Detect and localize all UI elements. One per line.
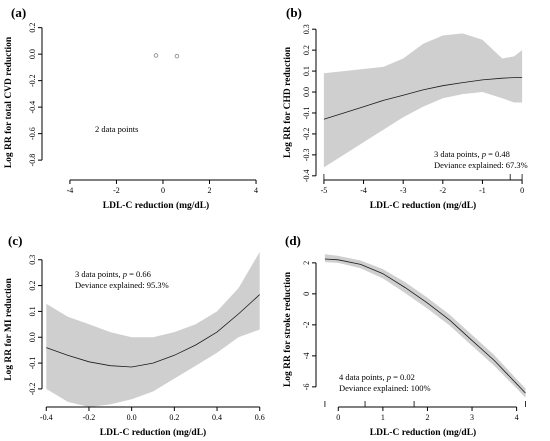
y-tick-label: -0.8 <box>28 154 37 167</box>
y-tick-label: -0.2 <box>28 74 37 87</box>
y-tick-label: -0.1 <box>302 107 311 120</box>
x-tick-label: 4 <box>515 413 519 422</box>
x-tick-label: -4 <box>67 186 74 195</box>
x-axis-title: LDL-C reduction (mg/dL) <box>370 427 476 438</box>
panel-a: -0.8 -0.6 -0.4 -0.2 0.0 0.2 -4 -2 0 2 4 LDL-C reduc… <box>4 5 258 211</box>
y-tick-label: 0.3 <box>28 255 37 265</box>
y-tick-label: 2 <box>302 261 311 265</box>
panel-label: (d) <box>285 233 301 248</box>
data-point <box>153 53 159 58</box>
x-tick-label: 0.4 <box>212 413 222 422</box>
y-tick-label: 0.3 <box>302 24 311 34</box>
y-tick-label: 0.0 <box>302 87 311 97</box>
confidence-band <box>323 33 523 168</box>
x-tick-label: -5 <box>321 186 328 195</box>
y-tick-label: -0.2 <box>302 128 311 141</box>
panel-d: -6 -4 -2 0 2 0 1 2 3 4 LDL-C reduction (mg/dL) Log … <box>283 233 526 438</box>
x-tick-label: 0 <box>336 413 340 422</box>
panel-label: (a) <box>11 5 26 20</box>
x-tick-label: -0.2 <box>83 413 96 422</box>
fit-line <box>46 294 260 368</box>
x-tick-label: 0 <box>520 186 524 195</box>
x-tick-label: 2 <box>425 413 429 422</box>
fit-line <box>324 258 526 394</box>
y-tick-label: -0.3 <box>302 149 311 162</box>
annotation-text: 2 data points <box>95 124 138 134</box>
panel-b: -0.4 -0.3 -0.2 -0.1 0.0 0.1 0.2 0.3 -5 -4 -3 -2 -1 0 L… <box>283 5 528 211</box>
x-tick-label: 1 <box>381 413 385 422</box>
data-point <box>174 53 180 59</box>
y-axis-title: Log RR for MI reduction <box>4 278 14 381</box>
x-tick-label: 0 <box>161 186 165 195</box>
y-tick-label: -0.6 <box>28 127 37 140</box>
x-tick-label: 3 <box>470 413 474 422</box>
y-tick-label: 0.2 <box>28 281 37 291</box>
x-tick-label: -2 <box>439 186 446 195</box>
y-tick-label: -0.2 <box>28 383 37 396</box>
y-axis-title: Log RR for CHD reduction <box>283 46 293 158</box>
x-tick-label: 0.2 <box>169 413 179 422</box>
x-tick-label: -3 <box>400 186 407 195</box>
y-tick-label: 0.1 <box>302 66 311 76</box>
annotation-text: 3 data points, p = 0.48 <box>434 149 510 159</box>
y-tick-label: 0.2 <box>28 23 37 33</box>
y-tick-label: -4 <box>302 353 311 360</box>
panel-label: (b) <box>286 5 302 20</box>
x-tick-label: -1 <box>479 186 486 195</box>
panel-label: (c) <box>8 233 22 248</box>
x-tick-label: -0.4 <box>40 413 53 422</box>
fit-line <box>323 77 523 120</box>
y-tick-label: 0.1 <box>28 306 37 316</box>
annotation-text: 3 data points, p = 0.66 <box>75 269 151 279</box>
x-axis-title: LDL-C reduction (mg/dL) <box>370 200 476 211</box>
x-tick-label: 2 <box>208 186 212 195</box>
x-tick-label: 4 <box>254 186 258 195</box>
x-tick-label: 0.0 <box>127 413 137 422</box>
x-axis-title: LDL-C reduction (mg/dL) <box>100 427 206 438</box>
x-tick-label: -4 <box>360 186 367 195</box>
y-tick-label: 0.0 <box>28 49 37 59</box>
y-tick-label: -0.4 <box>28 101 37 114</box>
annotation-text: Deviance explained: 100% <box>339 383 431 393</box>
annotation-text: Deviance explained: 67.3% <box>434 160 528 170</box>
y-tick-label: -6 <box>302 384 311 391</box>
y-tick-label: -0.1 <box>28 357 37 370</box>
y-tick-label: -2 <box>302 322 311 329</box>
annotation-text: 4 data points, p = 0.02 <box>339 372 415 382</box>
x-tick-label: -2 <box>113 186 120 195</box>
confidence-band <box>46 252 260 407</box>
y-axis-title: Log RR for stroke reduction <box>283 271 293 387</box>
x-axis-title: LDL-C reduction (mg/dL) <box>103 200 209 211</box>
panel-c: -0.2 -0.1 0.0 0.1 0.2 0.3 -0.4 -0.2 0.0 0.2 0.4 0.6… <box>4 233 265 438</box>
annotation-text: Deviance explained: 95.3% <box>75 280 169 290</box>
y-tick-label: 0 <box>302 292 311 296</box>
y-tick-label: 0.2 <box>302 45 311 55</box>
y-tick-label: -0.4 <box>302 169 311 182</box>
y-tick-label: 0.0 <box>28 332 37 342</box>
x-tick-label: 0.6 <box>255 413 265 422</box>
y-axis-title: Log RR for total CVD reduction <box>4 36 14 168</box>
